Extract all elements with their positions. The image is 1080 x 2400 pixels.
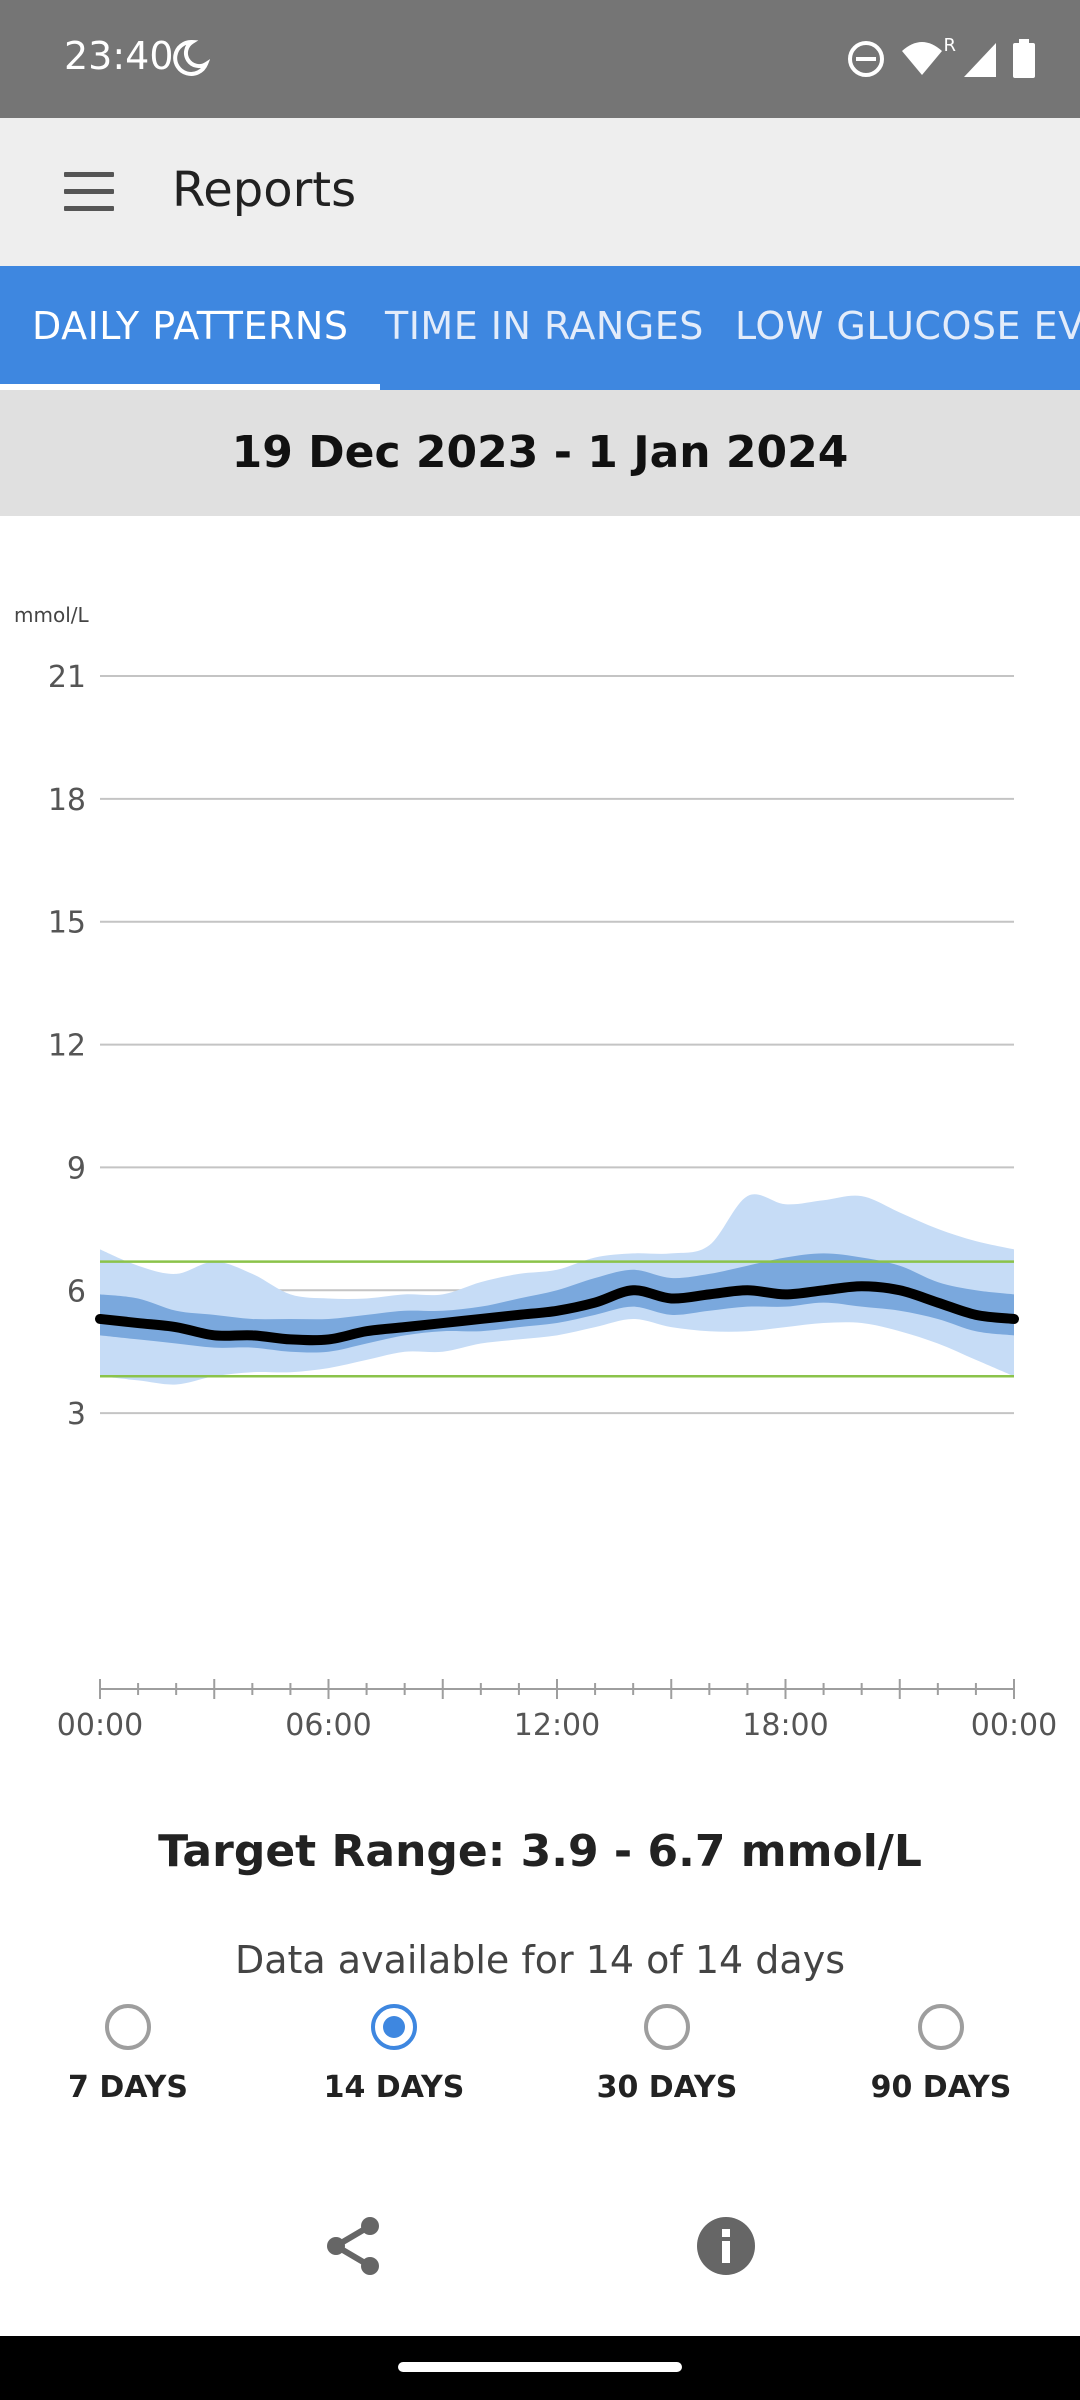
status-bar: 23:40 R [0,0,1080,118]
page-title: Reports [172,162,357,218]
battery-icon [1013,39,1035,78]
period-90-days[interactable]: 90 DAYS [841,2004,1041,2105]
y-tick-label: 6 [67,1274,86,1309]
info-icon[interactable] [696,2216,756,2276]
radio-button[interactable] [371,2004,417,2050]
x-tick-label: 06:00 [285,1708,371,1743]
menu-icon[interactable] [64,172,114,212]
signal-icon [964,43,996,77]
wifi-wrap: R [900,35,956,79]
y-axis-label: mmol/L [14,603,89,627]
data-available-text: Data available for 14 of 14 days [234,1938,845,1982]
y-tick-label: 12 [48,1029,86,1064]
daily-patterns-chart: mmol/L 3 6 9 12 15 18 21 00:00 06:00 12:00 18:00 00:… [14,603,1057,1743]
y-tick-label: 9 [67,1151,86,1186]
band-25-75 [100,1253,1014,1353]
tab-time-in-ranges[interactable]: TIME IN RANGES [385,266,704,390]
system-nav-bar [0,2336,1080,2400]
y-tick-label: 21 [48,660,86,695]
date-range: 19 Dec 2023 - 1 Jan 2024 [0,390,1080,516]
radio-button[interactable] [644,2004,690,2050]
moon-icon [173,39,210,76]
dnd-icon [848,41,884,77]
median-line [95,1281,1019,1346]
report-tabs: DAILY PATTERNS TIME IN RANGES LOW GLUCOS… [0,266,1080,390]
wifi-icon [902,42,942,75]
target-range-text: Target Range: 3.9 - 6.7 mmol/L [158,1826,922,1877]
share-icon[interactable] [322,2214,386,2278]
tab-label: DAILY PATTERNS [32,304,349,348]
tab-label: LOW GLUCOSE EVENTS [735,304,1080,348]
period-14-days[interactable]: 14 DAYS [294,2004,494,2105]
tab-label: TIME IN RANGES [385,304,704,348]
home-gesture-bar[interactable] [398,2362,682,2372]
tab-active-indicator [0,384,381,390]
radio-button[interactable] [918,2004,964,2050]
x-tick-label: 18:00 [742,1708,828,1743]
tab-daily-patterns[interactable]: DAILY PATTERNS [0,266,381,390]
roaming-label: R [943,35,956,56]
period-label: 90 DAYS [870,2070,1012,2105]
app-bar: Reports [0,118,1080,266]
x-tick-label: 12:00 [514,1708,600,1743]
period-label: 30 DAYS [596,2070,738,2105]
period-label: 7 DAYS [68,2070,188,2105]
period-7-days[interactable]: 7 DAYS [28,2004,228,2105]
y-tick-label: 18 [48,783,86,818]
y-tick-label: 15 [48,906,86,941]
x-tick-label: 00:00 [971,1708,1057,1743]
tab-low-glucose-events[interactable]: LOW GLUCOSE EVENTS [735,266,1080,390]
y-tick-label: 3 [67,1397,86,1432]
period-label: 14 DAYS [323,2070,465,2105]
radio-button[interactable] [105,2004,151,2050]
status-icons: R [846,34,1036,84]
x-tick-label: 00:00 [57,1708,143,1743]
period-30-days[interactable]: 30 DAYS [567,2004,767,2105]
status-time: 23:40 [64,34,174,78]
